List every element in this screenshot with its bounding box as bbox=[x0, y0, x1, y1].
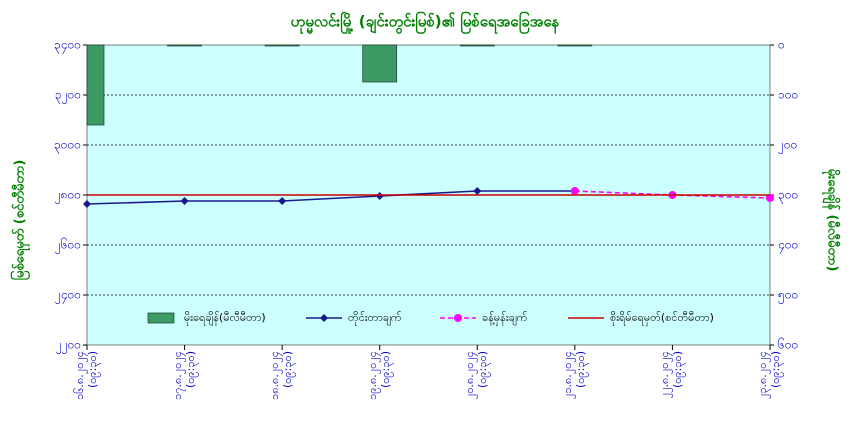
point bbox=[375, 192, 384, 200]
y2-tick-label: ၂၀၀ bbox=[778, 138, 797, 155]
legend-marker bbox=[454, 314, 462, 322]
y2-tick-label: ၅၀၀ bbox=[778, 288, 798, 305]
legend-marker bbox=[320, 314, 328, 322]
x-tick-label: ၁၇.၈.၂၀၂၄ (၀၉:၃၀) bbox=[170, 351, 197, 400]
legend-swatch bbox=[147, 312, 175, 324]
y-tick-label: ၂၆၀၀ bbox=[55, 237, 81, 255]
y-tick-label: ၂၈၀၀ bbox=[55, 188, 81, 205]
y-tick-label: ၂၄၀၀ bbox=[55, 288, 81, 305]
bar bbox=[459, 44, 495, 47]
point bbox=[180, 197, 189, 205]
bar bbox=[264, 44, 300, 47]
bar bbox=[167, 44, 202, 47]
y2-tick-label: ၀ bbox=[778, 38, 785, 52]
x-tick-label: ၂၃.၈.၂၀၂၄ (၀၉:၃၀) bbox=[756, 351, 782, 400]
y-tick-label: ၃၂၀၀ bbox=[55, 88, 81, 105]
legend-label: ခန့်မှန်းချက် bbox=[482, 311, 528, 326]
y-tick-label: ၃၀၀၀ bbox=[54, 138, 81, 155]
bar bbox=[86, 44, 105, 126]
y-tick-label: ၃၄၀၀ bbox=[54, 38, 81, 55]
x-tick-label: ၂၁.၈.၂၀၂၄ (၀၉:၃၀) bbox=[560, 351, 587, 400]
point bbox=[83, 200, 91, 208]
y2-tick-label: ၄၀၀ bbox=[778, 238, 798, 255]
x-tick-label: ၁၆.၈.၂၀၂၄ (၀၉:၃၀) bbox=[73, 351, 99, 400]
legend-label: မိုးရေချိန်(မီလီမီတာ) bbox=[184, 311, 266, 326]
y2-tick-label: ၁၀၀ bbox=[778, 88, 798, 102]
point bbox=[570, 187, 579, 195]
x-tick-label: ၂၀.၈.၂၀၂၄ (၀၉:၃၀) bbox=[463, 351, 490, 400]
x-tick-label: ၁၈.၈.၂၀၂၄ (၀၉:၃၀) bbox=[268, 351, 295, 400]
bar bbox=[557, 44, 593, 47]
y-axis-label: မြစ်ရေမှတ် (စင်တီမီတာ) bbox=[10, 160, 31, 281]
x-tick-label: ၁၉.၈.၂၀၂၄ (၀၉:၃၀) bbox=[365, 351, 392, 400]
y-tick-label: ၂၂၀၀ bbox=[56, 338, 81, 355]
x-tick-label: ၂၂.၈.၂၀၂၄ (၀၉:၃၀) bbox=[658, 351, 685, 399]
series-line bbox=[86, 190, 575, 205]
point bbox=[278, 197, 287, 205]
bar bbox=[362, 44, 398, 83]
legend-label: စိုးရိမ်ရေမှတ်(စင်တီမီတာ) bbox=[610, 311, 714, 326]
y2-tick-label: ၃၀၀ bbox=[778, 188, 798, 205]
point bbox=[766, 194, 774, 202]
y2-axis-label: မိုးရေချိန် (မီလီမီတာ) bbox=[822, 169, 842, 272]
legend-label: တိုင်းတာချက် bbox=[348, 311, 402, 326]
point bbox=[473, 187, 482, 195]
y2-tick-label: ၆၀၀ bbox=[778, 337, 798, 352]
